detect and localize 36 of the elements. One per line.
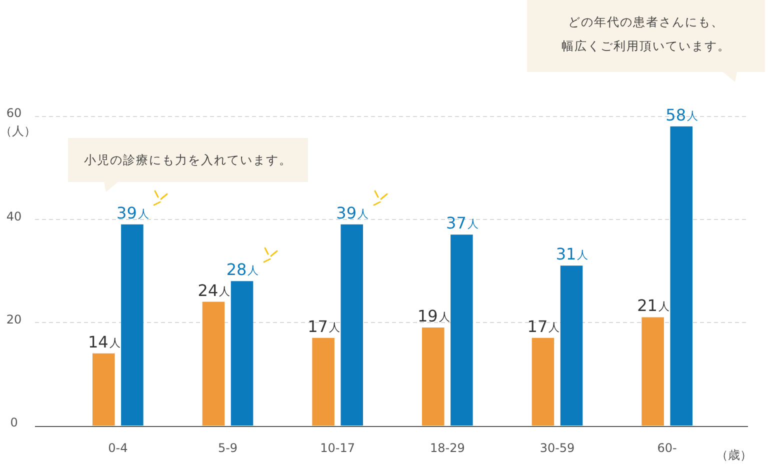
bar	[230, 281, 254, 426]
bar	[532, 338, 554, 426]
bar	[202, 302, 225, 426]
data-label: 37人	[446, 214, 478, 233]
y-tick-label: 40	[6, 209, 22, 224]
data-label: 58人	[666, 105, 698, 124]
y-tick-label: 0	[10, 416, 18, 430]
data-label: 39人	[116, 203, 149, 222]
bar	[340, 224, 363, 426]
data-label: 14人	[88, 332, 120, 352]
bar	[670, 126, 692, 426]
y-tick-label: 20	[6, 312, 22, 327]
data-label: 17人	[308, 316, 340, 336]
x-tick-label: 18-29	[430, 440, 465, 455]
y-axis-title: （人）	[0, 124, 36, 138]
x-tick-label: 5-9	[218, 440, 238, 455]
bar	[312, 338, 334, 426]
x-tick-label: 60-	[657, 440, 677, 455]
x-tick-label: 30-59	[540, 440, 575, 455]
y-tick-label: 60	[6, 106, 22, 120]
bar	[560, 266, 583, 426]
data-label: 17人	[527, 316, 560, 336]
data-label: 28人	[226, 260, 259, 280]
bar	[121, 224, 144, 426]
data-label: 21人	[637, 296, 670, 316]
data-label: 19人	[417, 306, 450, 326]
bar	[642, 317, 664, 426]
x-axis-title: （歳）	[716, 448, 752, 462]
bar	[92, 353, 115, 426]
x-tick-label: 10-17	[320, 440, 356, 455]
data-label: 31人	[556, 244, 588, 264]
data-label: 24人	[198, 280, 230, 300]
x-tick-label: 0-4	[108, 440, 128, 455]
bar	[450, 234, 473, 426]
data-label: 39人	[336, 203, 369, 222]
bar	[422, 328, 444, 426]
